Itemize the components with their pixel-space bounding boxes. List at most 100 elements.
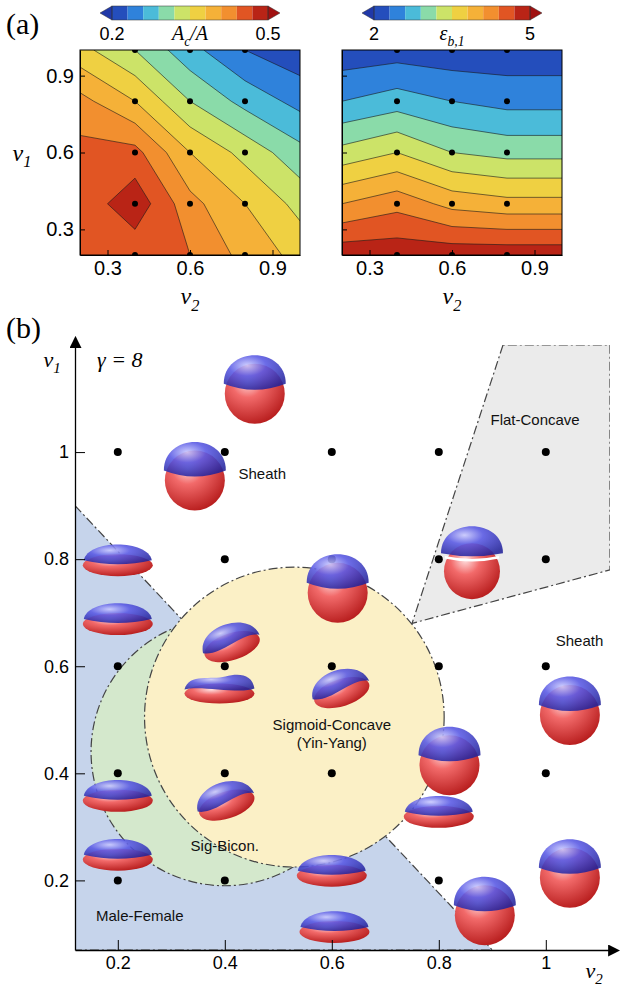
y-axis-tick: 0.3 xyxy=(46,218,85,240)
droplet xyxy=(224,355,286,424)
annotation-line: Sheath xyxy=(556,632,604,649)
contour-panel: 0.30.60.90.30.60.90.20.5Ac/Aν2ν1 xyxy=(13,6,328,315)
sample-point xyxy=(394,98,400,104)
y-axis-tick-mark xyxy=(75,880,85,881)
contour-band xyxy=(80,50,300,255)
droplet xyxy=(306,662,374,715)
colorbar-title: εb,1 xyxy=(440,22,465,49)
colorbar-band xyxy=(514,6,530,20)
colorbar-tick-label: 5 xyxy=(525,24,535,44)
x-axis-tick-mark xyxy=(439,940,440,950)
y-axis-tick-mark xyxy=(75,452,85,453)
droplet xyxy=(83,839,153,871)
y-axis xyxy=(342,51,347,256)
droplet xyxy=(441,526,503,599)
droplet-shell xyxy=(84,839,152,859)
y-axis-tick: 0.2 xyxy=(44,871,85,891)
y-axis-tick-label: 0.3 xyxy=(46,218,74,240)
sample-point xyxy=(221,769,229,777)
sample-point xyxy=(328,769,336,777)
x-axis-tick-label: 0.2 xyxy=(106,953,131,973)
y-axis-tick: 0.9 xyxy=(46,65,85,87)
region-label-line: Sigmoid-Concave xyxy=(273,716,391,733)
colorbar: 0.20.5Ac/A xyxy=(99,6,280,49)
sample-point xyxy=(542,555,550,563)
sample-point xyxy=(504,150,510,156)
droplet-shell xyxy=(539,676,601,711)
droplet xyxy=(539,839,601,908)
sample-point xyxy=(187,98,193,104)
colorbar-band xyxy=(405,6,421,20)
x-axis-line xyxy=(81,255,301,256)
x-axis-tick: 0.4 xyxy=(213,940,238,973)
sample-point xyxy=(114,769,122,777)
sample-point xyxy=(542,769,550,777)
plot-frame xyxy=(342,50,562,255)
colorbar-band xyxy=(143,6,159,20)
droplet xyxy=(419,727,481,796)
y-axis-tick: 1 xyxy=(59,442,85,462)
sample-point xyxy=(504,98,510,104)
droplet-shell xyxy=(539,839,601,874)
x-axis-title: ν2 xyxy=(181,283,200,315)
region-label-line: Sig-Bicon. xyxy=(191,837,259,854)
y-axis-tick-mark xyxy=(80,153,85,154)
x-axis-tick-mark xyxy=(370,250,371,255)
colorbar-band xyxy=(483,6,499,20)
contour-band xyxy=(80,50,300,255)
sample-point xyxy=(504,201,510,207)
figure: 0.30.60.90.30.60.90.20.5Ac/Aν2ν1(a)0.30.… xyxy=(0,0,630,988)
colorbar-band xyxy=(252,6,268,20)
colorbar-band xyxy=(390,6,406,20)
y-axis-tick xyxy=(342,153,347,154)
contour-band xyxy=(342,132,562,255)
contour-band xyxy=(342,50,562,255)
contour-band xyxy=(108,178,151,229)
x-axis-tick-label: 0.3 xyxy=(356,257,384,279)
x-axis-tick: 0.6 xyxy=(177,250,205,279)
x-axis: 0.30.60.9 xyxy=(81,250,301,279)
sample-point xyxy=(328,662,336,670)
sample-point xyxy=(132,150,138,156)
y-axis-title-base: ν xyxy=(43,347,53,372)
sample-point xyxy=(242,98,248,104)
x-axis-line xyxy=(76,950,611,951)
colorbar-band xyxy=(206,6,222,20)
colorbar: 25εb,1 xyxy=(362,6,542,49)
y-axis-line xyxy=(75,346,76,951)
y-axis-tick-label: 0.2 xyxy=(44,871,69,891)
contour-band xyxy=(342,153,562,256)
colorbar-title-base: A xyxy=(170,22,185,44)
sample-point xyxy=(449,150,455,156)
droplet-shell xyxy=(191,774,255,814)
colorbar-extend xyxy=(362,6,374,20)
x-axis-tick-label: 0.6 xyxy=(177,257,205,279)
y-axis-tick-mark xyxy=(342,229,347,230)
sample-point xyxy=(114,662,122,670)
x-axis-tick-label: 0.3 xyxy=(94,257,122,279)
sample-point xyxy=(449,201,455,207)
x-axis-tick-mark xyxy=(108,250,109,255)
droplet xyxy=(83,603,153,635)
droplet xyxy=(83,780,153,812)
droplet-shell xyxy=(224,355,286,390)
sample-point xyxy=(435,448,443,456)
sample-point xyxy=(242,201,248,207)
sample-point xyxy=(435,662,443,670)
droplet-shell xyxy=(300,911,368,931)
x-axis-tick-label: 0.4 xyxy=(213,953,238,973)
droplet-shell xyxy=(184,675,254,691)
y-axis-tick-mark xyxy=(342,153,347,154)
y-axis-tick: 0.4 xyxy=(44,764,85,784)
colorbar-band xyxy=(499,6,515,20)
contour-band xyxy=(342,172,562,255)
y-axis-tick-mark xyxy=(80,76,85,77)
colorbar-band xyxy=(190,6,206,20)
droplet xyxy=(191,774,259,827)
region xyxy=(412,345,610,623)
annotation-line: Sheath xyxy=(238,465,286,482)
x-axis-tick-mark xyxy=(332,940,333,950)
plot-area xyxy=(75,345,610,950)
contour-band xyxy=(342,112,562,256)
colorbar-title: Ac/A xyxy=(170,22,209,49)
